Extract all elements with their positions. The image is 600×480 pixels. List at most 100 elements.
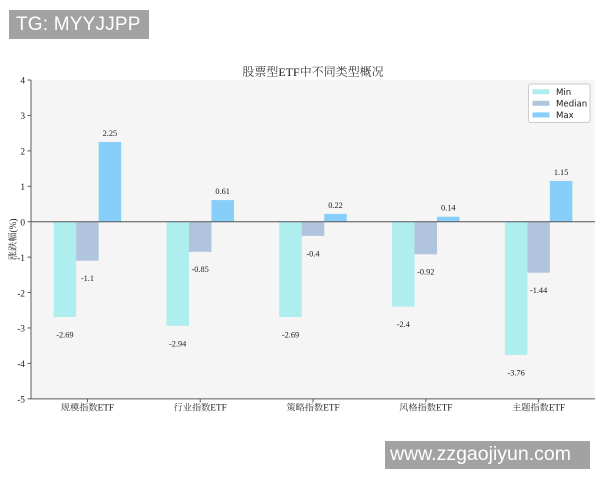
cjk-glyph [427, 402, 436, 412]
bar-median-0 [76, 221, 99, 261]
watermark-telegram: TG: MYYJJPP [9, 10, 149, 39]
bar-min-3 [392, 221, 415, 307]
y-tick-label: -1 [17, 254, 25, 264]
x-tick-label-2: ETF [286, 402, 340, 413]
cjk-glyph [521, 402, 531, 412]
plot-area [31, 80, 595, 399]
y-tick-label: 0 [20, 218, 25, 228]
y-tick-label: 2 [20, 148, 25, 158]
cjk-glyph [286, 402, 296, 412]
y-tick-label: -5 [17, 396, 25, 406]
cjk-glyph [8, 232, 17, 242]
value-label-max-0: 2.25 [103, 129, 118, 138]
x-tick-label-1: ETF [173, 402, 227, 413]
latin-text-run: ETF [549, 403, 565, 413]
cjk-glyph [539, 402, 549, 412]
bar-min-0 [53, 221, 77, 317]
latin-text-run: ETF [278, 65, 300, 79]
value-label-median-0: -1.1 [81, 274, 94, 283]
value-label-median-1: -0.85 [192, 265, 209, 274]
watermark-website-text: www.zzgaojiyun.com [390, 443, 571, 465]
y-tick-label: -4 [17, 360, 25, 370]
cjk-glyph [8, 251, 17, 260]
value-label-min-3: -2.4 [397, 320, 411, 329]
latin-text-run: ETF [98, 403, 114, 413]
value-label-min-4: -3.76 [507, 368, 524, 377]
value-label-max-2: 0.22 [328, 201, 343, 210]
chart-title: ETF [242, 65, 384, 79]
value-label-max-1: 0.61 [215, 187, 230, 196]
bar-max-0 [98, 141, 122, 222]
value-label-max-4: 1.15 [554, 168, 569, 177]
latin-text-run: ETF [210, 403, 226, 413]
bar-max-2 [324, 213, 347, 222]
latin-text-run: ETF [436, 403, 452, 413]
cjk-glyph [312, 66, 324, 77]
x-tick-label-0: ETF [61, 403, 114, 413]
x-tick-label-4: ETF [512, 403, 565, 413]
cjk-glyph [242, 66, 255, 77]
y-tick-label: -2 [17, 289, 25, 299]
cjk-glyph [201, 402, 211, 412]
cjk-glyph [70, 402, 80, 412]
cjk-glyph [296, 402, 305, 412]
cjk-glyph [408, 402, 418, 412]
latin-text-run: (%) [8, 218, 19, 232]
y-tick-label: 3 [20, 112, 25, 122]
x-tick-label-3: ETF [399, 402, 452, 413]
legend-label-median: Median [556, 99, 587, 109]
cjk-glyph [266, 65, 278, 77]
value-label-median-2: -0.4 [306, 249, 320, 258]
cjk-glyph [530, 402, 540, 412]
cjk-glyph [8, 241, 17, 251]
legend-swatch-max [532, 112, 550, 118]
cjk-glyph [359, 65, 372, 77]
legend-swatch-median [532, 100, 550, 106]
bar-min-1 [166, 221, 189, 326]
bar-max-4 [549, 180, 573, 222]
bar-median-2 [301, 221, 325, 236]
y-axis-label: (%) [8, 218, 19, 260]
value-label-min-1: -2.94 [169, 339, 187, 348]
cjk-glyph [300, 65, 311, 77]
cjk-glyph [192, 402, 201, 412]
value-label-median-3: -0.92 [417, 268, 434, 277]
bar-median-4 [527, 221, 550, 273]
x-axis: ETF ETF ETF ETF ETF [61, 398, 565, 413]
cjk-glyph [512, 402, 521, 411]
cjk-glyph [255, 65, 266, 77]
bar-max-1 [211, 200, 234, 222]
bar-median-3 [414, 221, 438, 255]
value-label-min-0: -2.69 [56, 330, 73, 339]
y-tick-label: -3 [17, 325, 25, 335]
cjk-glyph [173, 402, 183, 412]
legend-label-max: Max [556, 111, 574, 121]
cjk-glyph [372, 66, 384, 77]
y-tick-label: 4 [20, 77, 25, 87]
cjk-glyph [325, 66, 335, 77]
cjk-glyph [61, 402, 70, 412]
legend-swatch-min [532, 89, 550, 95]
cjk-glyph [314, 402, 323, 412]
value-label-max-3: 0.14 [441, 204, 456, 213]
cjk-glyph [305, 402, 314, 412]
legend-label-min: Min [556, 88, 571, 98]
cjk-glyph [399, 403, 409, 412]
y-axis: 4 3 2 1 0 -1 -2 -3 -4 -5 [17, 77, 31, 406]
y-axis-label-text: (%) [8, 218, 19, 260]
bar-min-4 [504, 221, 528, 355]
cjk-glyph [336, 65, 348, 77]
cjk-glyph [88, 402, 98, 412]
value-label-min-2: -2.69 [282, 330, 299, 339]
watermark-telegram-text: TG: MYYJJPP [16, 14, 141, 35]
cjk-glyph [417, 402, 427, 412]
value-label-median-4: -1.44 [530, 286, 548, 295]
bar-median-1 [188, 221, 212, 252]
watermark-website: www.zzgaojiyun.com [385, 441, 590, 469]
bar-min-2 [279, 221, 302, 317]
cjk-glyph [183, 403, 192, 411]
y-tick-label: 1 [20, 183, 25, 193]
